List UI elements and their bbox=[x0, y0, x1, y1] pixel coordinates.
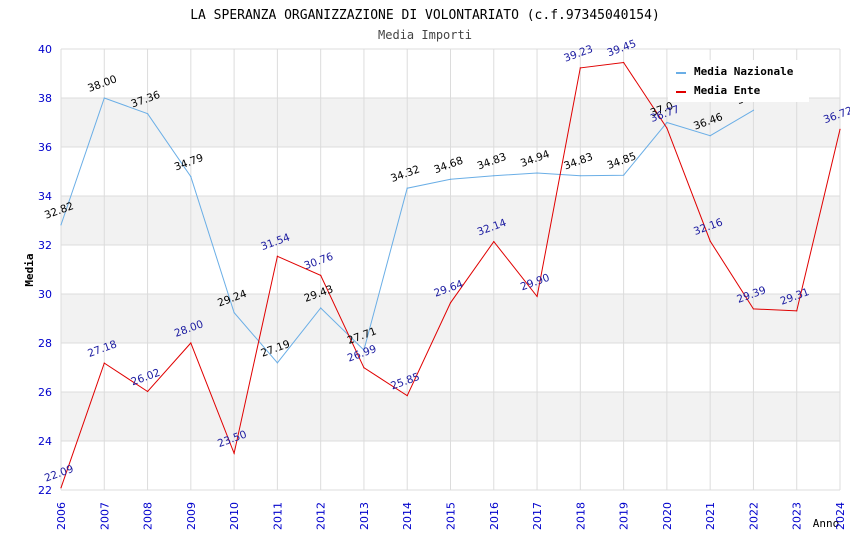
data-point-media-nazionale bbox=[752, 109, 755, 111]
data-point-media-ente bbox=[190, 342, 192, 344]
data-point-media-nazionale bbox=[190, 176, 192, 178]
y-tick-label: 38 bbox=[38, 92, 52, 105]
data-point-media-ente bbox=[493, 240, 495, 243]
x-tick-label: 2010 bbox=[228, 502, 241, 530]
data-point-media-nazionale bbox=[493, 175, 495, 177]
data-point-media-ente bbox=[839, 128, 841, 130]
y-tick-label: 40 bbox=[38, 43, 52, 56]
data-point-media-nazionale bbox=[233, 312, 235, 314]
data-point-media-ente bbox=[320, 274, 322, 276]
series-group bbox=[60, 61, 841, 489]
data-point-media-nazionale bbox=[666, 121, 668, 124]
data-point-media-ente bbox=[796, 310, 798, 312]
x-tick-label: 2008 bbox=[142, 502, 155, 530]
data-point-media-nazionale bbox=[623, 174, 625, 176]
y-tick-label: 22 bbox=[38, 484, 52, 497]
x-tick-label: 2018 bbox=[574, 502, 587, 530]
x-axis-ticks: 2006 2007 2008 2009 2010 2011 2012 2013 2014 2015… bbox=[55, 502, 847, 530]
data-point-media-nazionale bbox=[406, 187, 408, 189]
data-point-media-ente bbox=[752, 308, 755, 310]
y-tick-label: 34 bbox=[38, 190, 52, 203]
y-tick-label: 26 bbox=[38, 386, 52, 399]
data-point-media-nazionale bbox=[579, 175, 581, 177]
chart-subtitle: Media Importi bbox=[378, 28, 472, 42]
data-point-media-ente bbox=[709, 240, 711, 242]
data-point-media-nazionale bbox=[536, 172, 538, 174]
data-point-media-nazionale bbox=[276, 362, 278, 364]
y-tick-label: 36 bbox=[38, 141, 52, 154]
data-point-media-ente bbox=[579, 67, 581, 69]
data-point-media-ente bbox=[276, 255, 278, 257]
data-point-media-nazionale bbox=[146, 113, 149, 115]
data-point-media-ente bbox=[536, 295, 538, 298]
x-tick-label: 2009 bbox=[185, 502, 198, 530]
chart-title: LA SPERANZA ORGANIZZAZIONE DI VOLONTARIA… bbox=[190, 8, 660, 23]
data-point-media-ente bbox=[406, 395, 408, 397]
x-tick-label: 2007 bbox=[98, 502, 111, 530]
x-tick-label: 2015 bbox=[445, 502, 458, 530]
x-tick-label: 2011 bbox=[271, 502, 284, 530]
y-tick-label: 32 bbox=[38, 239, 52, 252]
data-point-media-nazionale bbox=[709, 135, 711, 137]
data-point-media-ente bbox=[146, 390, 149, 393]
y-tick-label: 28 bbox=[38, 337, 52, 350]
x-tick-label: 2013 bbox=[358, 502, 371, 530]
data-point-media-nazionale bbox=[103, 97, 105, 99]
x-axis-title: Anno bbox=[813, 517, 840, 530]
y-axis-title: Media bbox=[23, 253, 36, 286]
data-point-media-nazionale bbox=[363, 349, 365, 351]
x-tick-label: 2023 bbox=[791, 502, 804, 530]
y-tick-label: 30 bbox=[38, 288, 52, 301]
y-axis-ticks: 22 24 26 28 30 32 34 36 38 40 bbox=[38, 43, 52, 497]
x-tick-label: 2022 bbox=[747, 502, 760, 530]
data-point-media-nazionale bbox=[449, 178, 452, 180]
x-tick-label: 2024 bbox=[834, 502, 847, 530]
x-tick-label: 2006 bbox=[55, 502, 68, 530]
legend-label-ente: Media Ente bbox=[694, 84, 761, 97]
data-point-media-nazionale bbox=[320, 307, 322, 309]
x-tick-label: 2017 bbox=[531, 502, 544, 530]
data-point-media-ente bbox=[60, 487, 62, 489]
data-point-media-ente bbox=[363, 367, 365, 369]
data-point-media-ente bbox=[666, 127, 668, 129]
data-point-media-ente bbox=[449, 302, 452, 304]
data-point-media-ente bbox=[103, 362, 105, 364]
x-tick-label: 2019 bbox=[618, 502, 631, 530]
data-point-media-ente bbox=[623, 61, 625, 64]
x-tick-label: 2021 bbox=[704, 502, 717, 530]
x-tick-label: 2016 bbox=[488, 502, 501, 530]
data-point-media-ente bbox=[233, 452, 235, 454]
legend-label-nazionale: Media Nazionale bbox=[694, 65, 794, 78]
x-tick-label: 2012 bbox=[315, 502, 328, 530]
x-tick-label: 2014 bbox=[401, 502, 414, 530]
data-point-media-nazionale bbox=[60, 224, 62, 226]
x-tick-label: 2020 bbox=[661, 502, 674, 530]
legend-box bbox=[668, 60, 809, 102]
legend: Media Nazionale Media Ente bbox=[668, 60, 809, 102]
y-tick-label: 24 bbox=[38, 435, 52, 448]
